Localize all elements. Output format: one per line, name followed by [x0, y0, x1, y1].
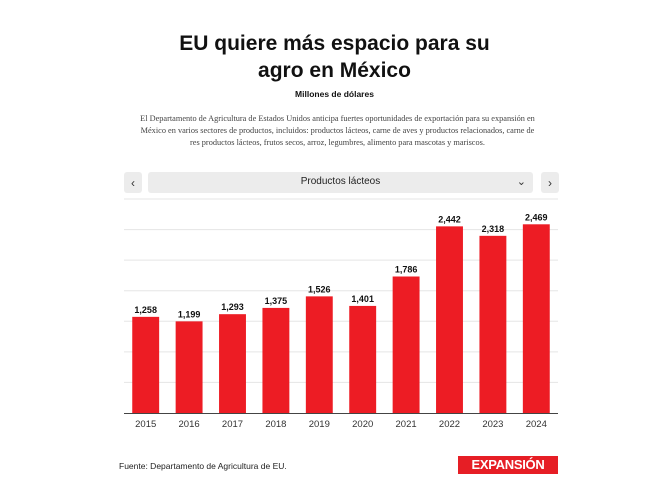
x-tick-label: 2024	[526, 419, 547, 430]
bar-2023[interactable]	[479, 235, 507, 413]
bar-value-label: 1,401	[351, 294, 374, 304]
chart-title-line1: EU quiere más espacio para su	[179, 32, 490, 55]
bar-2024[interactable]	[522, 224, 550, 413]
chevron-down-icon: ⌄	[516, 176, 526, 188]
category-dropdown[interactable]: Productos lácteos ⌄	[148, 172, 533, 193]
x-tick-label: 2016	[179, 419, 200, 430]
chart-title-line2: agro en México	[258, 59, 411, 82]
x-tick-label: 2015	[135, 419, 156, 430]
x-tick-label: 2017	[222, 419, 243, 430]
bar-2021[interactable]	[392, 276, 420, 413]
x-tick-label: 2018	[265, 419, 286, 430]
bar-2019[interactable]	[305, 296, 333, 413]
chart-description: El Departamento de Agricultura de Estado…	[140, 114, 535, 147]
bar-2016[interactable]	[175, 321, 203, 413]
bar-value-label: 1,199	[178, 309, 201, 319]
chevron-left-icon: ‹	[131, 175, 135, 190]
bar-value-label: 2,442	[438, 214, 461, 224]
bar-2015[interactable]	[132, 316, 160, 413]
bar-value-label: 1,526	[308, 284, 331, 294]
bar-value-label: 2,318	[482, 224, 505, 234]
bar-2017[interactable]	[219, 314, 246, 413]
bar-value-label: 1,258	[134, 305, 157, 315]
chart-subtitle: Millones de dólares	[295, 89, 374, 99]
bar-value-label: 1,293	[221, 302, 244, 312]
x-tick-label: 2021	[396, 419, 417, 430]
expansion-logo: EXPANSIÓN	[458, 456, 558, 474]
category-dropdown-value: Productos lácteos	[300, 176, 381, 187]
x-tick-label: 2019	[309, 419, 330, 430]
bar-value-label: 2,469	[525, 212, 548, 222]
x-tick-label: 2022	[439, 419, 460, 430]
bar-2022[interactable]	[436, 226, 463, 413]
chevron-right-icon: ›	[548, 175, 552, 190]
prev-button[interactable]: ‹	[124, 172, 142, 193]
bar-2020[interactable]	[349, 305, 377, 413]
bar-value-label: 1,786	[395, 264, 418, 274]
next-button[interactable]: ›	[541, 172, 559, 193]
x-tick-label: 2020	[352, 419, 373, 430]
x-tick-label: 2023	[482, 419, 503, 430]
bar-2018[interactable]	[262, 307, 290, 413]
source-note: Fuente: Departamento de Agricultura de E…	[119, 461, 287, 471]
chart-title: EU quiere más espacio para su agro en Mé…	[0, 30, 669, 84]
bar-value-label: 1,375	[265, 296, 288, 306]
